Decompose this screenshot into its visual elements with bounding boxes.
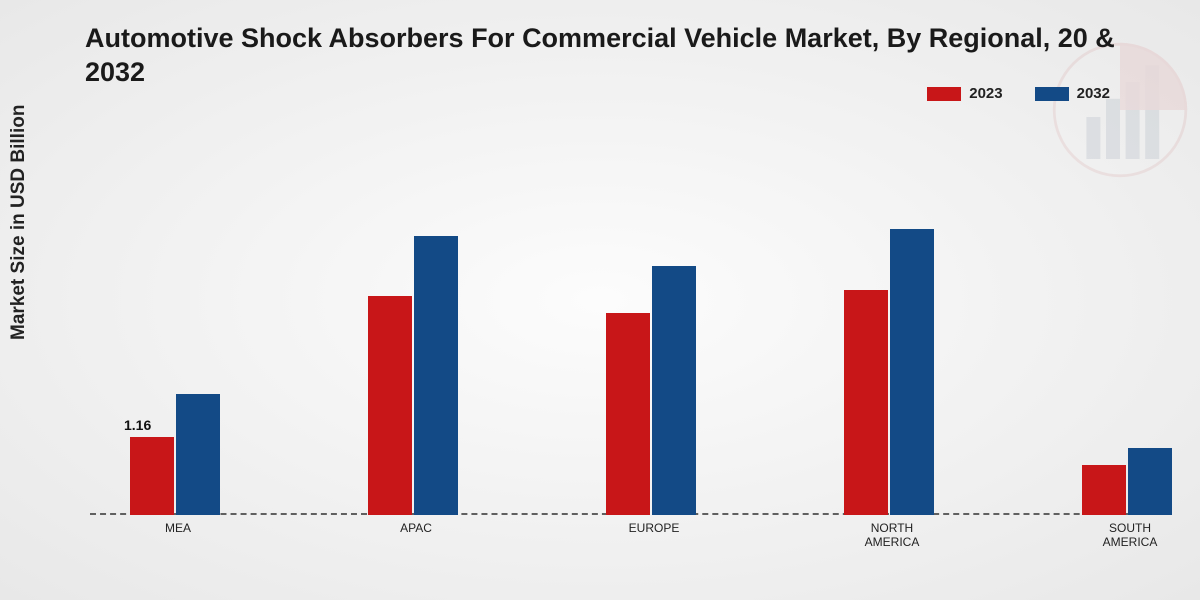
legend-label-2032: 2032 [1077,85,1110,102]
cat-label-europe: EUROPE [579,521,729,535]
bar-sa-2032 [1128,448,1172,515]
bar-europe-2023 [606,313,650,515]
value-label-mea-2023: 1.16 [124,417,151,433]
cat-label-na: NORTH AMERICA [817,521,967,550]
legend-swatch-2023 [927,87,961,101]
plot-area: 1.16 [90,145,1170,515]
chart-title: Automotive Shock Absorbers For Commercia… [85,22,1170,90]
bar-group-europe [606,266,696,515]
y-axis-label: Market Size in USD Billion [8,105,30,340]
bar-europe-2032 [652,266,696,515]
bar-na-2023 [844,290,888,515]
bar-apac-2032 [414,236,458,515]
bar-sa-2023 [1082,465,1126,515]
bar-group-north-america [844,229,934,515]
bar-group-south-america [1082,448,1172,515]
legend-swatch-2032 [1035,87,1069,101]
bar-apac-2023 [368,296,412,515]
legend-label-2023: 2023 [969,85,1002,102]
legend-item-2032: 2032 [1035,85,1110,102]
cat-label-mea: MEA [103,521,253,535]
bar-mea-2023: 1.16 [130,437,174,515]
cat-label-apac: APAC [341,521,491,535]
bar-na-2032 [890,229,934,515]
category-labels: MEA APAC EUROPE NORTH AMERICA SOUTH AMER… [90,515,1170,555]
bar-group-mea: 1.16 [130,394,220,515]
bar-group-apac [368,236,458,515]
legend-item-2023: 2023 [927,85,1002,102]
bar-mea-2032 [176,394,220,515]
cat-label-sa: SOUTH AMERICA [1055,521,1200,550]
legend: 2023 2032 [927,85,1110,102]
